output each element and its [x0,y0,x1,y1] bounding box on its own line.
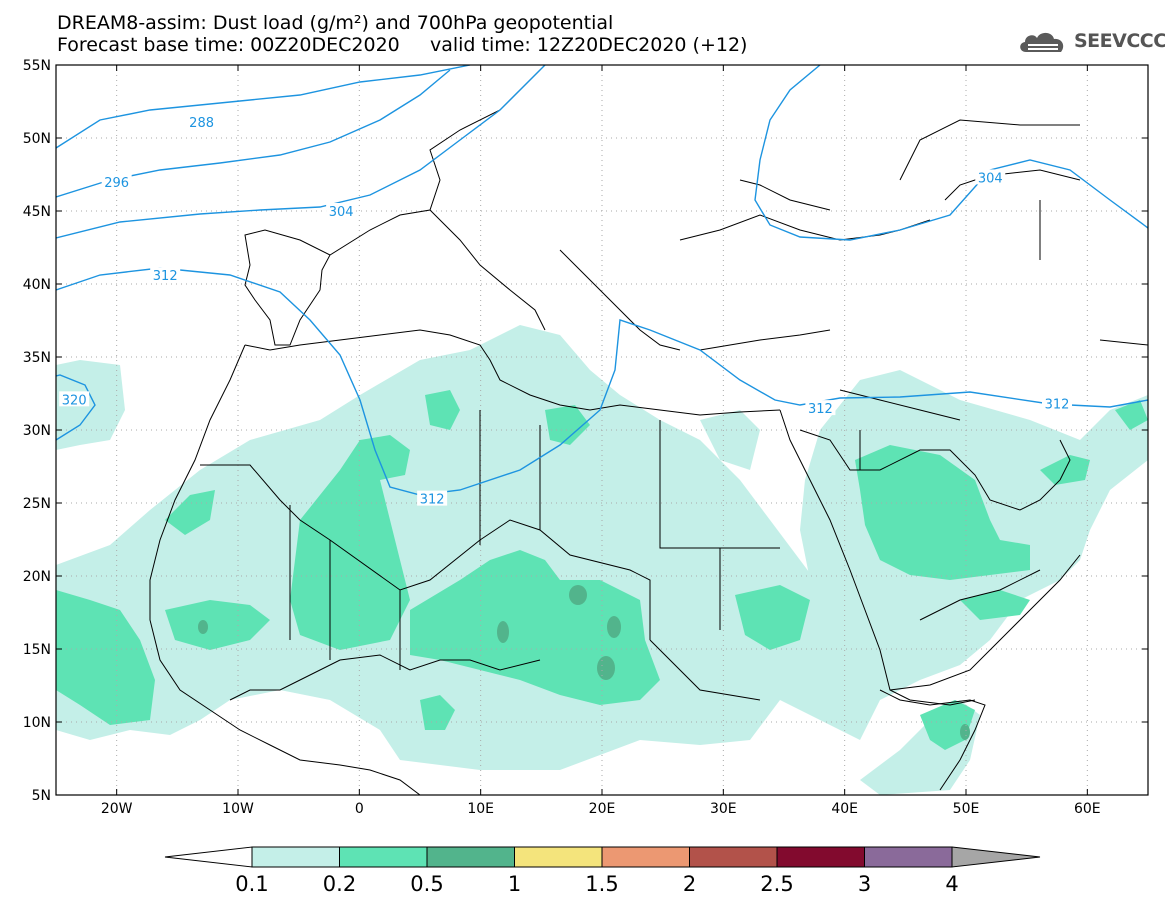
colorbar-segment [339,846,428,868]
dust-level-0.2 [56,390,1148,750]
longitude-axis: 20W 10W 0 10E 20E 30E 40E 50E 60E [101,65,1101,817]
lat-label: 20N [23,569,51,585]
colorbar-under-triangle [164,846,253,868]
contour-label: 312 [153,269,178,284]
contour-296-east [56,65,546,239]
colorbar-segment [251,846,340,868]
lat-label: 5N [32,788,51,804]
colorbar-label: 1 [508,872,521,896]
colorbar-segment [514,846,603,868]
colorbar-label: 4 [945,872,958,896]
contour-labels: 288 296 304 304 312 312 312 312 320 [59,113,1072,508]
contour-label: 304 [978,171,1003,186]
lat-label: 40N [23,277,51,293]
contour-label: 312 [420,493,445,508]
colorbar-label: 0.2 [323,872,356,896]
contour-label-bg [59,391,90,407]
contour-label: 320 [62,393,87,408]
colorbar-segment [426,846,515,868]
contour-304 [754,65,1148,241]
contour-label-bg [186,113,217,129]
colorbar-label: 3 [858,872,871,896]
colorbar-segment [689,846,778,868]
lon-label: 20E [589,801,616,817]
lon-label: 0 [355,801,364,817]
lon-label: 50E [953,801,980,817]
colorbar-over-triangle [951,846,1041,868]
colorbar-label: 0.5 [410,872,443,896]
logo-text: SEEVCCC [1074,30,1165,52]
lon-label: 40E [831,801,858,817]
lon-label: 20W [101,801,133,817]
coastlines [149,69,1148,795]
contour-label: 312 [1045,398,1070,413]
contour-label-bg [101,173,132,189]
geopotential-contours [56,65,1148,496]
lat-label: 55N [23,58,51,74]
latitude-axis: 55N 50N 45N 40N 35N 30N 25N 20N 15N 10N 5N [23,58,1148,804]
map-title: DREAM8-assim: Dust load (g/m²) and 700hP… [57,12,614,34]
lat-label: 25N [23,496,51,512]
map-subtitle: Forecast base time: 00Z20DEC2020 valid t… [57,34,748,56]
lat-label: 45N [23,204,51,220]
contour-label-bg [150,267,181,283]
cloud-icon [1020,32,1064,52]
lon-label: 10W [222,801,254,817]
colorbar-label: 2 [683,872,696,896]
lon-label: 60E [1074,801,1101,817]
dust-level-0.5 [198,585,970,740]
dust-shading [56,325,1148,795]
colorbar-segment [601,846,690,868]
colorbar-label: 0.1 [235,872,268,896]
lat-label: 10N [23,715,51,731]
colorbar: 0.1 0.2 0.5 1 1.5 2 2.5 3 4 [164,846,1041,896]
lat-label: 30N [23,423,51,439]
lat-label: 50N [23,131,51,147]
contour-320 [56,374,96,441]
lon-label: 30E [710,801,737,817]
contour-312 [56,267,1148,496]
contour-label-bg [975,169,1006,185]
contour-label-bg [1042,395,1072,411]
lat-label: 15N [23,642,51,658]
contour-label-bg [805,400,836,416]
colorbar-label: 2.5 [760,872,793,896]
contour-label: 288 [189,116,214,131]
colorbar-label: 1.5 [585,872,618,896]
lat-label: 35N [23,350,51,366]
contour-label: 312 [808,402,833,417]
contour-label: 296 [104,176,129,191]
gridlines [56,65,1148,795]
contour-label-bg [417,490,448,506]
seevccc-logo: SEEVCCC [1018,27,1165,55]
colorbar-segment [864,846,953,868]
contour-288 [56,65,471,149]
contour-label-bg [326,203,357,218]
lon-label: 10E [467,801,494,817]
contour-label: 304 [329,205,354,220]
colorbar-segment [776,846,865,868]
